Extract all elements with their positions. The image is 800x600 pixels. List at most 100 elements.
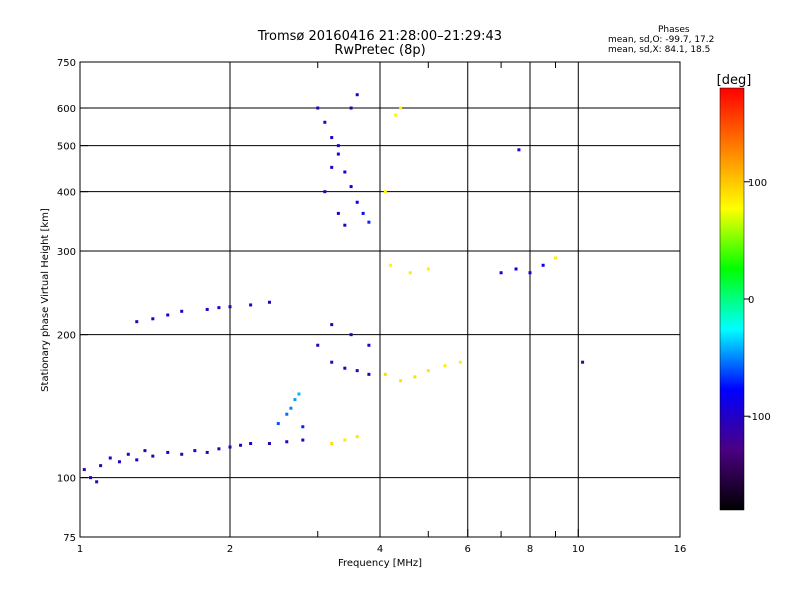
colorbar-tick-label: 0 [748, 295, 754, 306]
data-point [581, 360, 585, 364]
data-point [276, 422, 280, 426]
data-point [443, 364, 447, 368]
data-point [330, 165, 334, 169]
data-point [383, 372, 387, 376]
data-point [166, 313, 170, 317]
data-point [151, 317, 155, 321]
data-point [135, 320, 139, 324]
y-tick-label: 400 [57, 188, 76, 199]
data-point [323, 190, 327, 194]
data-point [166, 450, 170, 454]
data-point [389, 263, 393, 267]
x-tick-label: 4 [377, 544, 383, 555]
data-point [330, 360, 334, 364]
data-point [205, 307, 209, 311]
y-tick-label: 200 [57, 331, 76, 342]
data-point [180, 309, 184, 313]
data-point [323, 120, 327, 124]
data-point [336, 211, 340, 215]
data-point [528, 271, 532, 275]
y-tick-label: 300 [57, 247, 76, 258]
data-point [316, 343, 320, 347]
phases-label: Phases [658, 25, 690, 35]
data-point [267, 442, 271, 446]
data-point [394, 113, 398, 117]
data-point [301, 425, 305, 429]
data-point [228, 445, 232, 449]
data-point [361, 211, 365, 215]
data-point [399, 106, 403, 110]
colorbar-ticks: -100 0 100 [744, 178, 771, 423]
data-point [95, 480, 99, 484]
data-point [285, 412, 289, 416]
chart-subtitle: RwPretec (8p) [334, 43, 425, 58]
stat-x-readout: mean, sd,X: 84.1, 18.5 [608, 45, 710, 55]
data-point [289, 406, 293, 410]
data-point [180, 452, 184, 456]
data-point [541, 263, 545, 267]
data-point [143, 449, 147, 453]
data-point [301, 438, 305, 442]
y-tick-label: 600 [57, 104, 76, 115]
data-point [349, 333, 353, 337]
data-point [343, 438, 347, 442]
data-point [330, 136, 334, 140]
data-point [267, 300, 271, 304]
data-point [82, 468, 86, 472]
data-point [367, 343, 371, 347]
data-point [293, 398, 297, 402]
data-point [217, 306, 221, 310]
data-point [99, 464, 103, 468]
data-point [514, 267, 518, 271]
x-tick-label: 1 [77, 544, 83, 555]
data-point [117, 460, 121, 464]
data-point [89, 476, 93, 480]
colorbar-tick-label: -100 [748, 412, 771, 423]
data-point [193, 449, 197, 453]
data-point [249, 303, 253, 307]
x-tick-label: 10 [572, 544, 585, 555]
data-point [343, 223, 347, 227]
y-tick-label: 750 [57, 58, 76, 69]
y-tick-label: 500 [57, 142, 76, 153]
data-point [285, 440, 289, 444]
data-point [249, 442, 253, 446]
data-point [217, 447, 221, 451]
y-axis-ticks: 75 100 200 300 400 500 600 750 [57, 58, 88, 544]
x-tick-label: 8 [527, 544, 533, 555]
data-point [349, 106, 353, 110]
y-axis-label: Stationary phase Virtual Height [km] [40, 208, 51, 392]
data-points [82, 93, 585, 484]
data-point [126, 452, 130, 456]
data-point [458, 360, 462, 364]
data-point [135, 458, 139, 462]
x-axis-label: Frequency [MHz] [338, 558, 422, 569]
data-point [383, 190, 387, 194]
data-point [297, 392, 301, 396]
data-point [343, 366, 347, 370]
data-point [367, 220, 371, 224]
data-point [151, 454, 155, 458]
data-point [413, 375, 417, 379]
data-point [205, 450, 209, 454]
data-point [355, 93, 359, 97]
data-point [408, 271, 412, 275]
data-point [349, 185, 353, 189]
data-point [426, 369, 430, 373]
stat-o-readout: mean, sd,O: -99.7, 17.2 [608, 35, 714, 45]
x-tick-label: 2 [227, 544, 233, 555]
data-point [355, 200, 359, 204]
colorbar-label: [deg] [717, 73, 752, 88]
data-point [330, 323, 334, 327]
y-tick-label: 75 [63, 533, 76, 544]
data-point [517, 148, 521, 152]
data-point [108, 456, 112, 460]
data-point [228, 305, 232, 309]
data-point [330, 442, 334, 446]
data-point [399, 379, 403, 383]
data-point [343, 170, 347, 174]
data-point [355, 435, 359, 439]
gridlines [80, 62, 680, 537]
